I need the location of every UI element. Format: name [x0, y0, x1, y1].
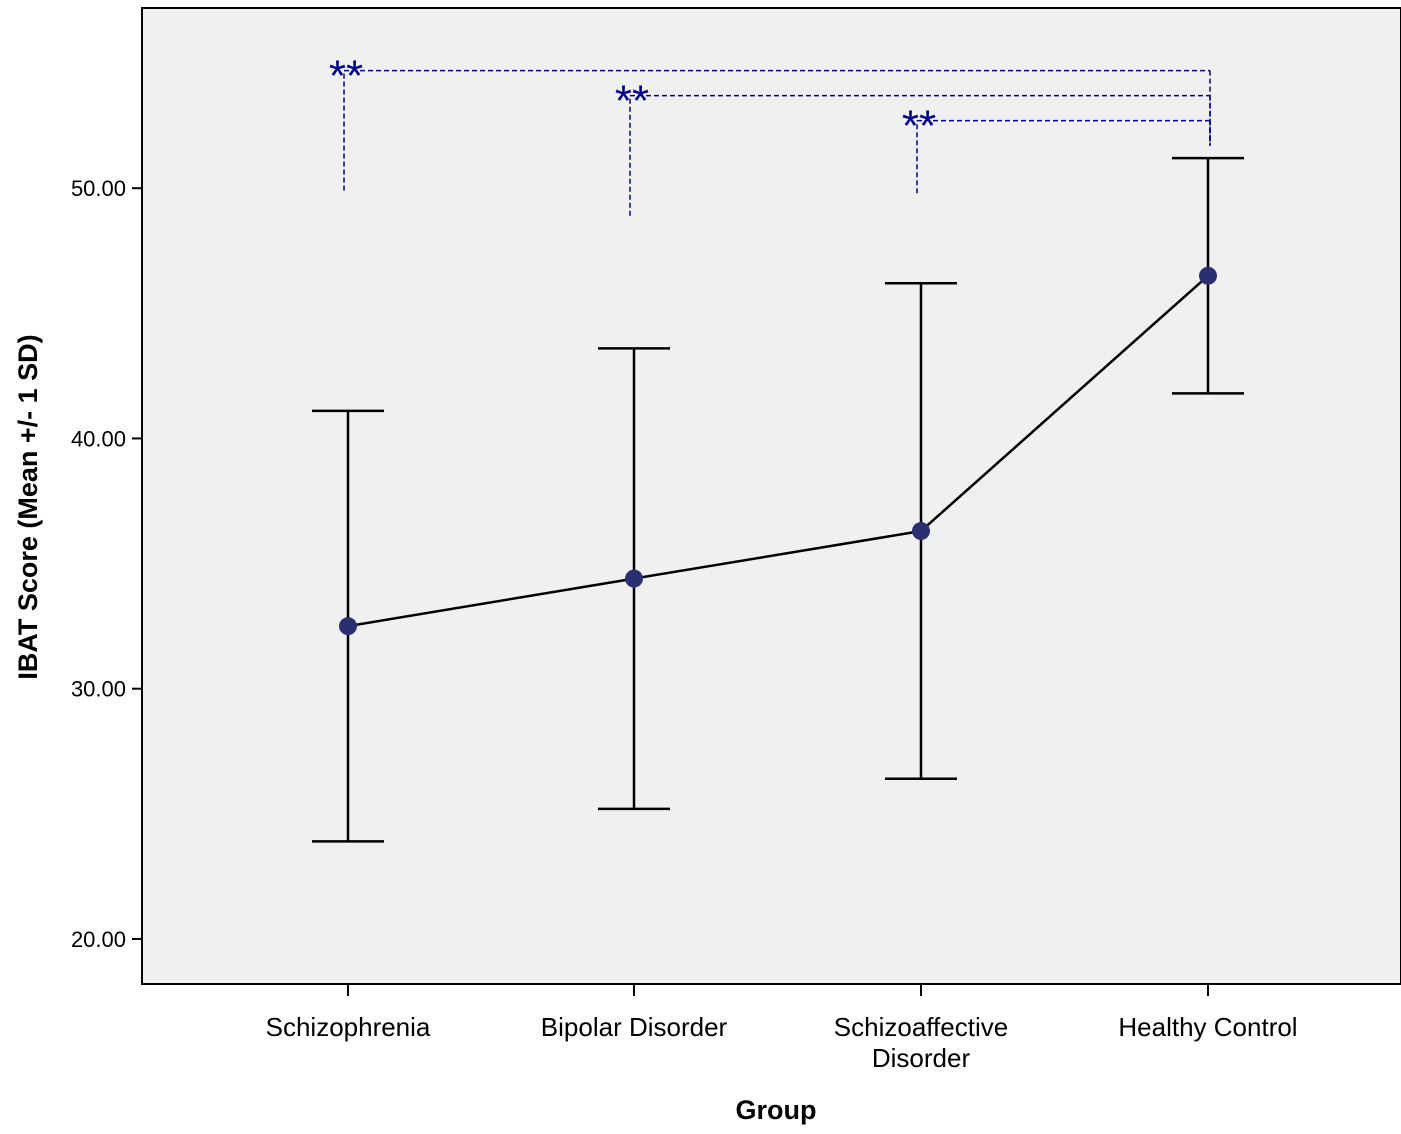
y-tick-label: 50.00 — [71, 176, 126, 201]
significance-bracket: ** — [615, 77, 1211, 216]
y-tick-label: 30.00 — [71, 677, 126, 702]
x-axis-title: Group — [736, 1095, 817, 1125]
mean-line-layer — [347, 274, 1209, 628]
x-tick-label: Bipolar Disorder — [541, 1012, 728, 1042]
axes: 20.00 30.00 40.00 50.00 Schizophrenia Bipolar… — [71, 8, 1401, 1073]
x-tick-label: Schizophrenia — [266, 1012, 431, 1042]
mean-point — [1199, 266, 1217, 285]
y-tick-label: 20.00 — [71, 927, 126, 952]
mean-point — [625, 569, 643, 588]
x-tick-label-line: Bipolar Disorder — [541, 1012, 728, 1042]
significance-annotations: ** ** ** — [329, 52, 1211, 216]
y-tick-label: 40.00 — [71, 426, 126, 451]
mean-points — [339, 266, 1217, 636]
x-tick-label-line: Schizophrenia — [266, 1012, 431, 1042]
significance-label: ** — [615, 77, 649, 126]
error-bars — [312, 156, 1244, 843]
x-tick-label: Healthy Control — [1118, 1012, 1297, 1042]
x-tick-label-line: Schizoaffective — [834, 1012, 1008, 1042]
x-tick-label-line: Healthy Control — [1118, 1012, 1297, 1042]
significance-label: ** — [902, 102, 936, 151]
mean-point — [912, 522, 930, 541]
significance-bracket: ** — [902, 102, 1211, 194]
significance-label: ** — [329, 52, 363, 101]
y-axis-title: IBAT Score (Mean +/- 1 SD) — [13, 334, 43, 679]
mean-point — [339, 617, 357, 636]
significance-bracket: ** — [329, 52, 1211, 191]
x-tick-label: Schizoaffective Disorder — [834, 1012, 1008, 1073]
mean-line — [347, 274, 1209, 628]
x-tick-label-line: Disorder — [872, 1043, 971, 1073]
plot-area — [141, 7, 1401, 985]
